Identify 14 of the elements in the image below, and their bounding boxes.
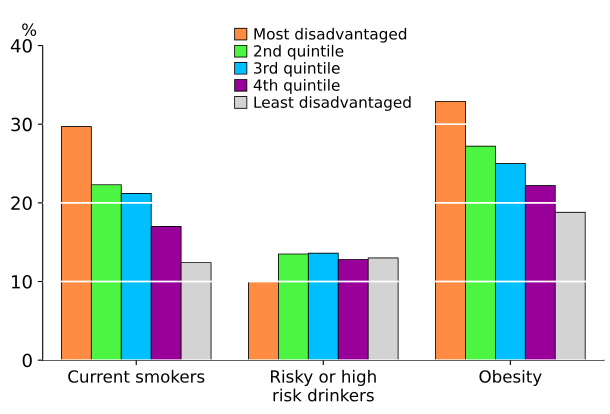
legend-label: Least disadvantaged (254, 96, 411, 111)
legend-label: Most disadvantaged (254, 28, 406, 43)
x-tick-label: Risky or high risk drinkers (271, 370, 376, 402)
legend-label: 4th quintile (254, 79, 340, 94)
x-tick-label: Current smokers (68, 370, 204, 383)
y-tick-label: 20 (11, 196, 32, 210)
legend-label: 3rd quintile (254, 62, 340, 77)
legend-label: 2nd quintile (254, 44, 344, 60)
y-axis-title: % (22, 23, 36, 36)
y-tick-label: 40 (10, 39, 32, 53)
x-tick-label: Obesity (479, 370, 542, 386)
y-tick-label: 0 (22, 354, 32, 368)
y-tick-label: 30 (11, 118, 32, 132)
y-tick-label: 10 (12, 274, 32, 289)
